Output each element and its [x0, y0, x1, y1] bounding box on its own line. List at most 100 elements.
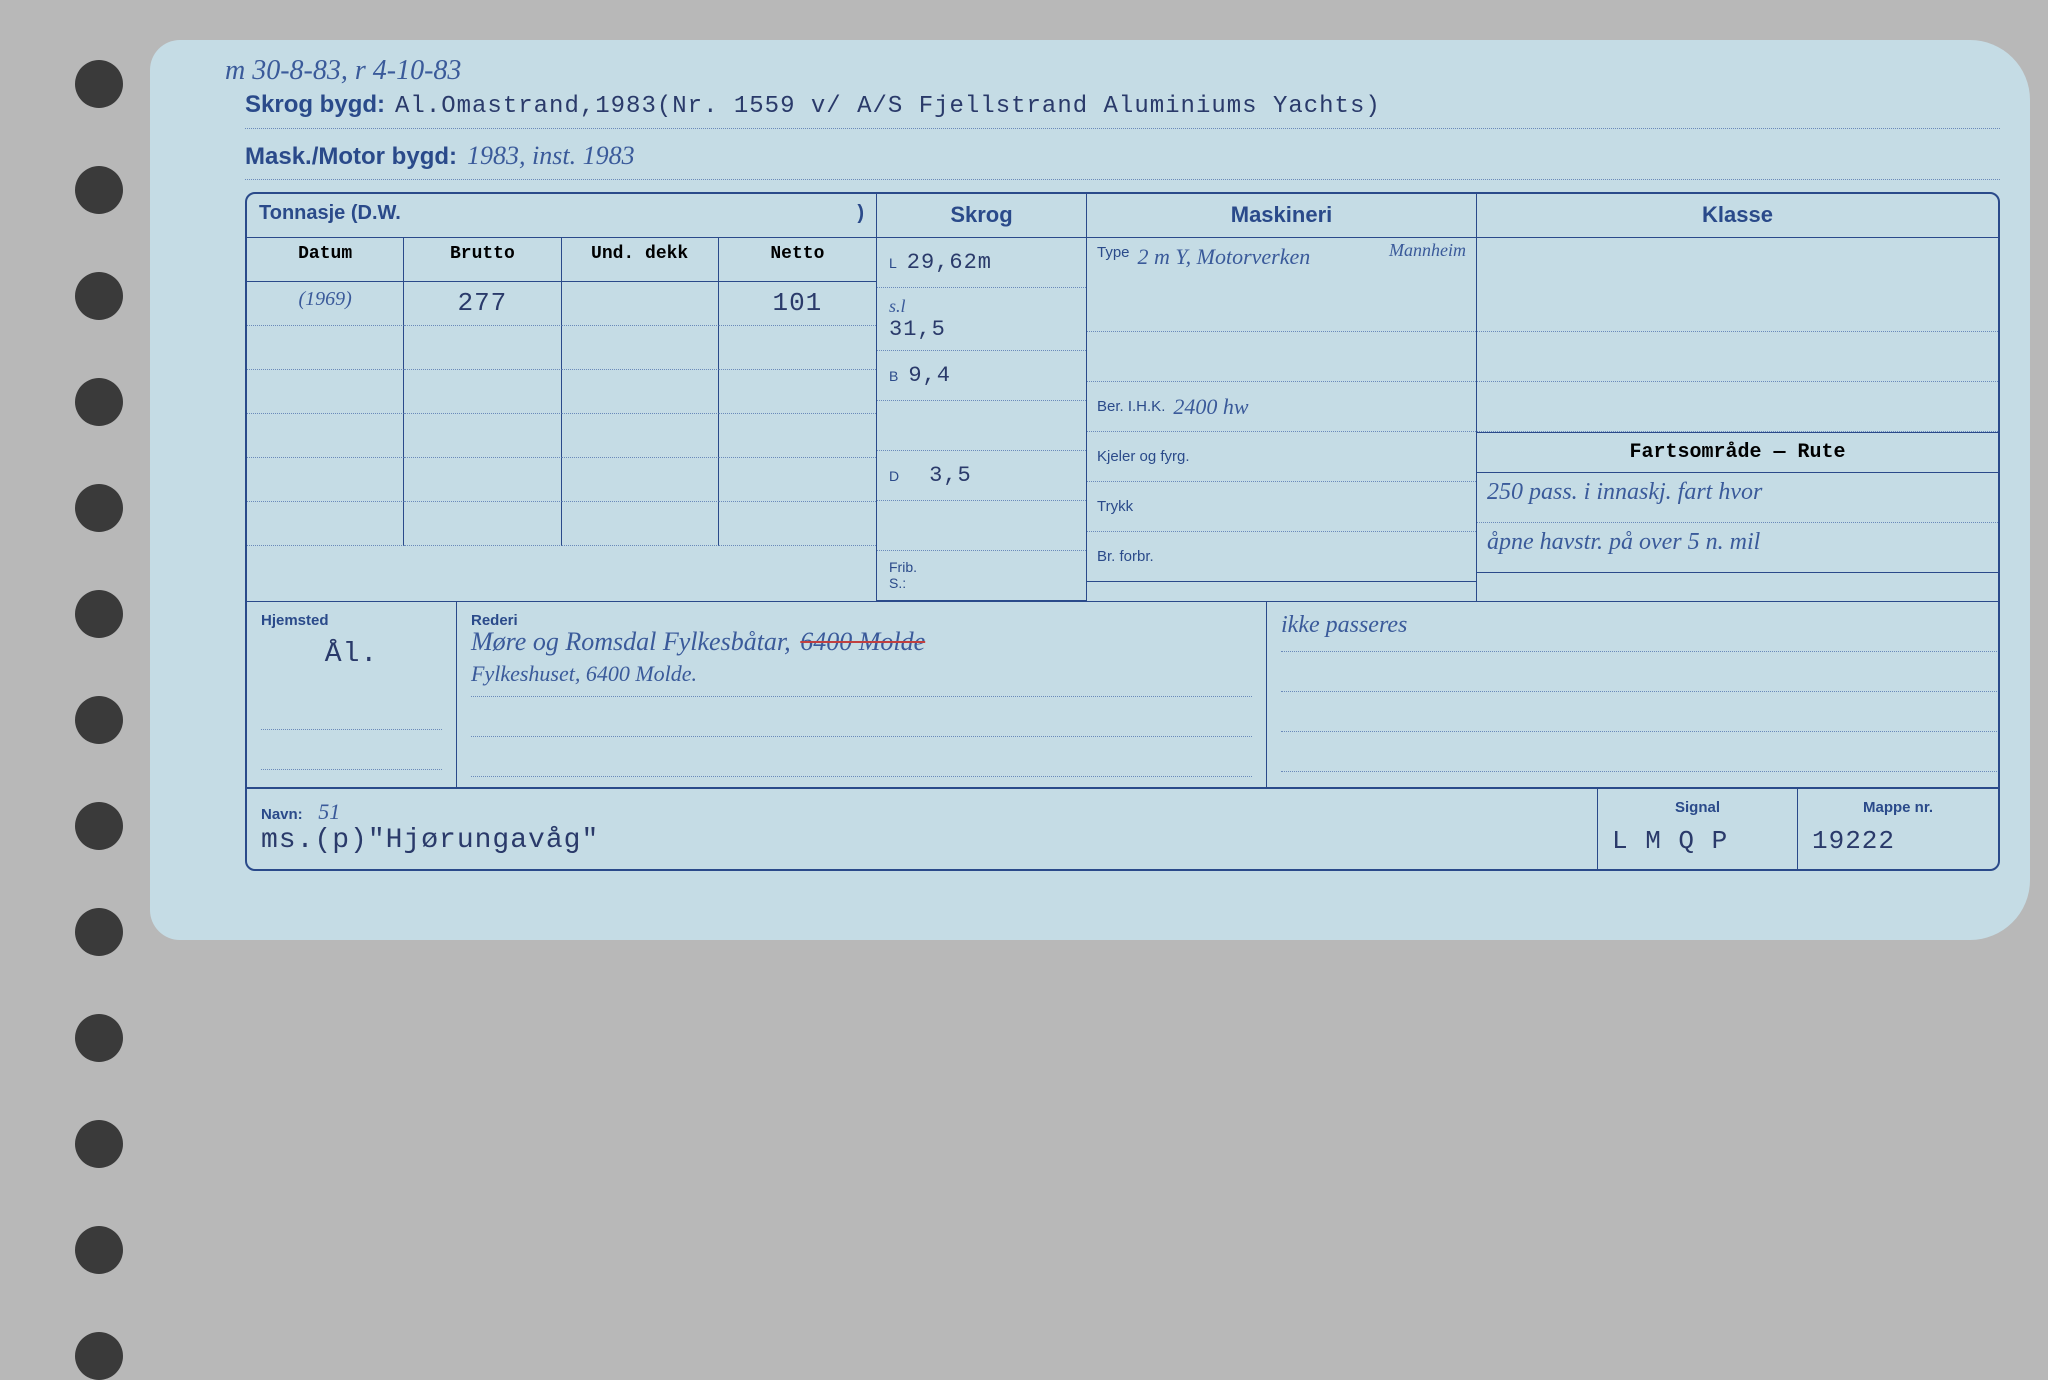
- empty-cell: [719, 458, 876, 502]
- empty-cell: [562, 414, 719, 458]
- main-table: Tonnasje (D.W. ) Datum Brutto Und. dekk …: [245, 192, 2000, 871]
- s-label: S.:: [889, 575, 906, 591]
- signal-cell: Signal L M Q P: [1598, 789, 1798, 869]
- punch-hole: [75, 1120, 123, 1168]
- empty-cell: [247, 458, 404, 502]
- skrog-empty-row: [877, 401, 1086, 451]
- type-value: 2 m Y, Motorverken: [1138, 244, 1311, 270]
- skrog-L-row: L 29,62m: [877, 238, 1086, 288]
- rederi-line2: Fylkeshuset, 6400 Molde.: [471, 657, 1252, 697]
- mappe-value: 19222: [1812, 826, 1984, 856]
- B-label: B: [889, 368, 898, 384]
- col-und-dekk: Und. dekk: [562, 238, 719, 282]
- punch-hole: [75, 378, 123, 426]
- mask-empty-row: [1087, 332, 1476, 382]
- punch-hole: [75, 590, 123, 638]
- frib-label: Frib.: [889, 559, 917, 575]
- klasse-empty-row: [1477, 332, 1998, 382]
- br-forbr-label: Br. forbr.: [1097, 548, 1154, 566]
- punch-hole: [75, 1014, 123, 1062]
- empty-cell: [404, 502, 561, 546]
- empty-cell: [719, 414, 876, 458]
- trykk-label: Trykk: [1097, 498, 1133, 515]
- navn-num: 51: [318, 799, 340, 824]
- navn-label: Navn:: [261, 806, 303, 823]
- hjemsted-value: Ål.: [261, 639, 442, 670]
- D-label: D: [889, 468, 899, 484]
- empty-cell: [247, 326, 404, 370]
- punch-hole: [75, 908, 123, 956]
- mappe-label: Mappe nr.: [1812, 799, 1984, 816]
- type-label: Type: [1097, 244, 1130, 261]
- mappe-cell: Mappe nr. 19222: [1798, 789, 1998, 869]
- mask-motor-line: Mask./Motor bygd: 1983, inst. 1983: [245, 141, 2000, 180]
- B-value: 9,4: [908, 363, 951, 388]
- klasse-empty-row: [1477, 382, 1998, 432]
- ber-value: 2400 hw: [1173, 394, 1248, 420]
- skrog-frib-row: Frib. S.:: [877, 551, 1086, 601]
- klasse-empty-row: [1477, 238, 1998, 332]
- mask-ber-row: Ber. I.H.K. 2400 hw: [1087, 382, 1476, 432]
- empty-cell: [719, 502, 876, 546]
- empty-cell: [719, 370, 876, 414]
- signal-label: Signal: [1612, 799, 1783, 816]
- empty-cell: [247, 370, 404, 414]
- skrog-header: Skrog: [877, 194, 1086, 238]
- navn-cell: Navn: 51 ms.(p)"Hjørungavåg": [247, 789, 1598, 869]
- mask-type-row: Type 2 m Y, Motorverken Mannheim: [1087, 238, 1476, 332]
- hjemsted-label: Hjemsted: [261, 612, 442, 629]
- top-dates-handwritten: m 30-8-83, r 4-10-83: [225, 55, 2000, 87]
- card-content: m 30-8-83, r 4-10-83 Skrog bygd: Al.Omas…: [245, 55, 2000, 871]
- skrog-column: Skrog L 29,62m s.l 31,5 B 9,4: [877, 194, 1087, 601]
- skrog-bygd-label: Skrog bygd:: [245, 91, 385, 119]
- type-extra: Mannheim: [1389, 240, 1466, 261]
- signal-value: L M Q P: [1612, 826, 1783, 856]
- farts-continuation-cell: ikke passeres: [1267, 602, 2000, 787]
- kjeler-label: Kjeler og fyrg.: [1097, 448, 1190, 466]
- fartsomrade-header: Fartsområde — Rute: [1477, 432, 1998, 473]
- cell-datum: (1969): [247, 282, 404, 326]
- tonnage-grid: Datum Brutto Und. dekk Netto (1969) 277 …: [247, 238, 876, 546]
- skrog-sl-row: s.l 31,5: [877, 288, 1086, 351]
- tonnage-close: ): [857, 202, 864, 229]
- empty-cell: [562, 458, 719, 502]
- col-datum: Datum: [247, 238, 404, 282]
- skrog-B-row: B 9,4: [877, 351, 1086, 401]
- footer-row: Navn: 51 ms.(p)"Hjørungavåg" Signal L M …: [247, 787, 1998, 869]
- punch-hole: [75, 60, 123, 108]
- skrog-bygd-line: Skrog bygd: Al.Omastrand,1983(Nr. 1559 v…: [245, 91, 2000, 129]
- punch-hole: [75, 1332, 123, 1380]
- punch-hole: [75, 696, 123, 744]
- farts-line1: 250 pass. i innaskj. fart hvor: [1477, 473, 1998, 523]
- empty-cell: [404, 414, 561, 458]
- sl-value: 31,5: [889, 317, 946, 342]
- farts-line2: åpne havstr. på over 5 n. mil: [1477, 523, 1998, 573]
- tonnage-label: Tonnasje (D.W.: [259, 202, 401, 229]
- mask-br-row: Br. forbr.: [1087, 532, 1476, 582]
- mask-motor-label: Mask./Motor bygd:: [245, 143, 457, 171]
- mask-trykk-row: Trykk: [1087, 482, 1476, 532]
- cell-netto: 101: [719, 282, 876, 326]
- col-netto: Netto: [719, 238, 876, 282]
- rederi-value: Møre og Romsdal Fylkesbåtar,: [471, 627, 791, 656]
- farts-line3: ikke passeres: [1281, 612, 2000, 652]
- card-wrapper: VISCARD Sjøfartskontoret A VISAG KONTORS…: [20, 20, 2028, 979]
- empty-cell: [562, 502, 719, 546]
- empty-cell: [247, 502, 404, 546]
- skrog-bygd-value: Al.Omastrand,1983(Nr. 1559 v/ A/S Fjells…: [395, 93, 1381, 120]
- empty-cell: [719, 326, 876, 370]
- D-value: 3,5: [929, 463, 972, 488]
- record-card: m 30-8-83, r 4-10-83 Skrog bygd: Al.Omas…: [150, 40, 2030, 940]
- tonnage-column: Tonnasje (D.W. ) Datum Brutto Und. dekk …: [247, 194, 877, 601]
- klasse-header: Klasse: [1477, 194, 1998, 238]
- punch-hole: [75, 802, 123, 850]
- empty-cell: [404, 370, 561, 414]
- L-value: 29,62m: [907, 250, 992, 275]
- L-label: L: [889, 255, 897, 271]
- rederi-struck: 6400 Molde: [800, 627, 925, 656]
- empty-cell: [562, 370, 719, 414]
- ber-label: Ber. I.H.K.: [1097, 398, 1165, 415]
- punch-hole: [75, 272, 123, 320]
- klasse-column: Klasse Fartsområde — Rute 250 pass. i in…: [1477, 194, 1998, 601]
- maskineri-column: Maskineri Type 2 m Y, Motorverken Mannhe…: [1087, 194, 1477, 601]
